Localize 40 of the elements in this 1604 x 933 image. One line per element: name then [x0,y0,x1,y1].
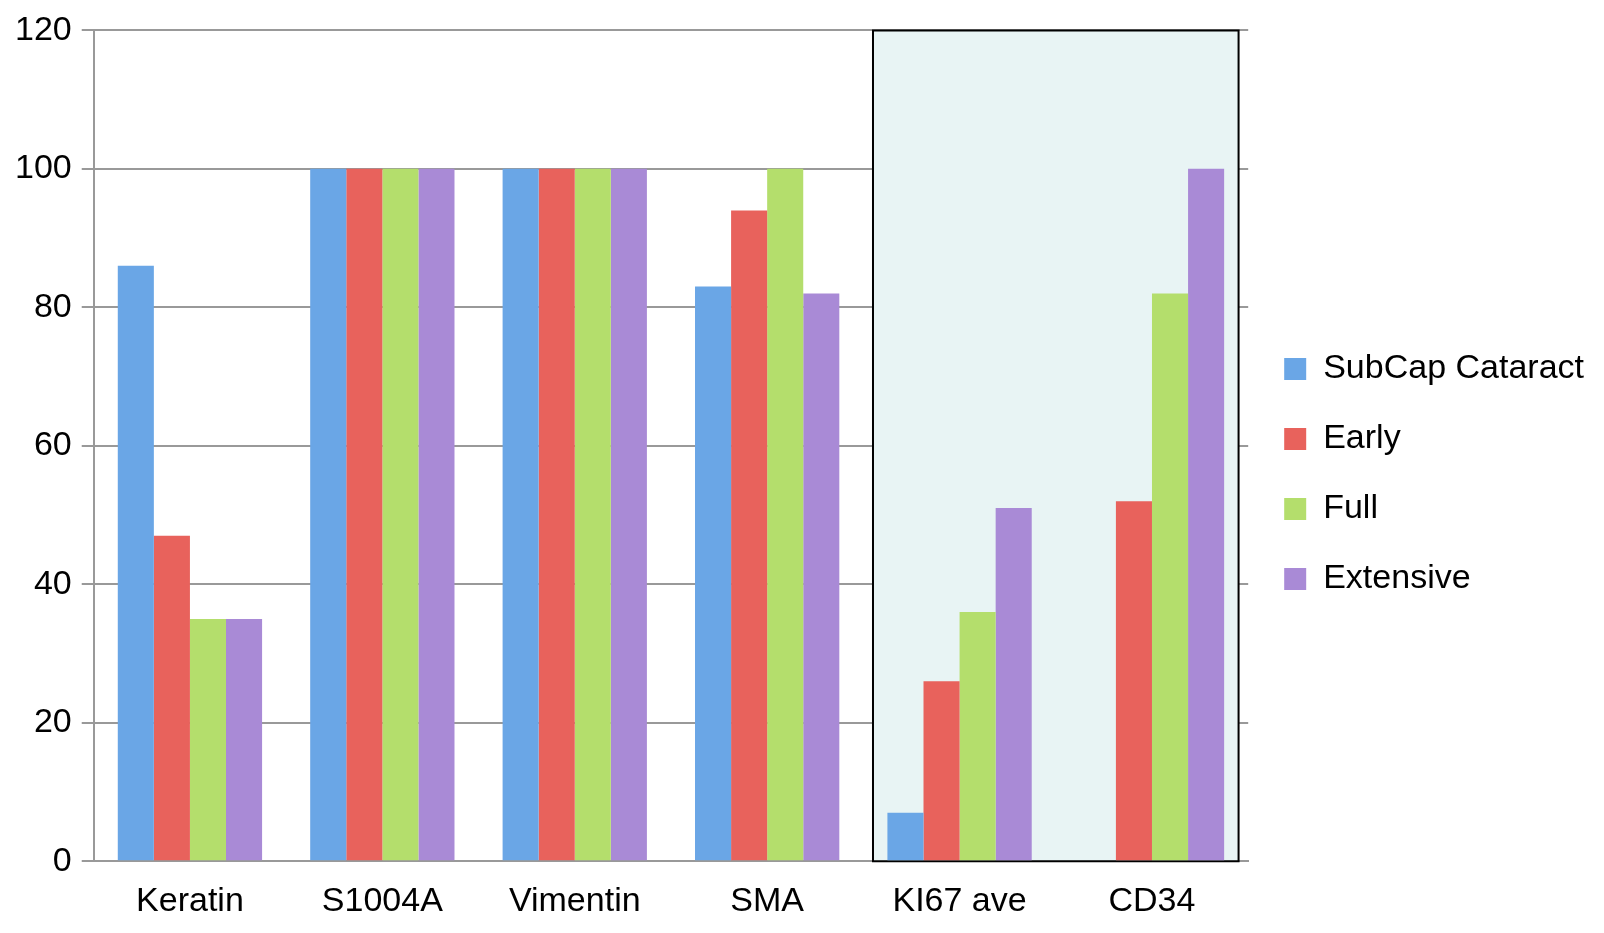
bar [1151,293,1189,861]
legend-label: SubCap Cataract [1323,347,1585,386]
bar [887,812,924,861]
bar [418,168,455,861]
bar [1115,501,1152,861]
y-tick-label: 0 [52,839,72,878]
bar [959,611,996,861]
bar [189,618,227,861]
legend-label: Early [1323,417,1401,456]
y-tick-label: 20 [33,701,72,740]
x-tick-label: Vimentin [508,879,641,918]
bar [695,286,732,861]
bar [346,168,383,861]
x-tick-label: Keratin [136,879,244,918]
bar [610,168,647,861]
bar [1188,168,1225,861]
bar [995,508,1032,861]
bar [382,168,419,861]
legend-label: Extensive [1323,557,1471,596]
bar [226,618,263,861]
x-tick-label: CD34 [1108,879,1196,918]
bar [767,168,804,861]
bar [731,210,768,861]
y-tick-label: 80 [33,285,72,324]
bar [803,293,840,861]
x-tick-label: KI67 ave [892,879,1027,918]
y-tick-label: 60 [33,424,72,463]
y-tick-label: 40 [33,562,72,601]
bar [117,265,154,861]
y-tick-label: 100 [14,147,72,186]
legend-label: Full [1323,487,1378,526]
bar [310,168,347,861]
x-tick-label: S1004A [321,879,444,918]
bar [574,168,611,861]
y-tick-label: 120 [14,8,72,47]
bar [502,168,539,861]
bar [923,681,960,861]
bar [538,168,575,861]
x-tick-label: SMA [730,879,805,918]
bar [153,535,190,861]
